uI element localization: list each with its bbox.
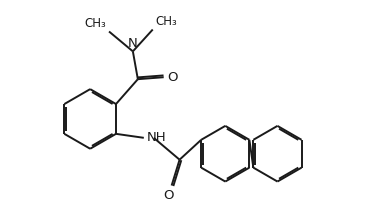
Text: O: O [163, 189, 174, 203]
Text: CH₃: CH₃ [156, 14, 177, 28]
Text: O: O [168, 71, 178, 84]
Text: CH₃: CH₃ [84, 16, 106, 30]
Text: N: N [128, 37, 138, 50]
Text: NH: NH [147, 131, 166, 144]
